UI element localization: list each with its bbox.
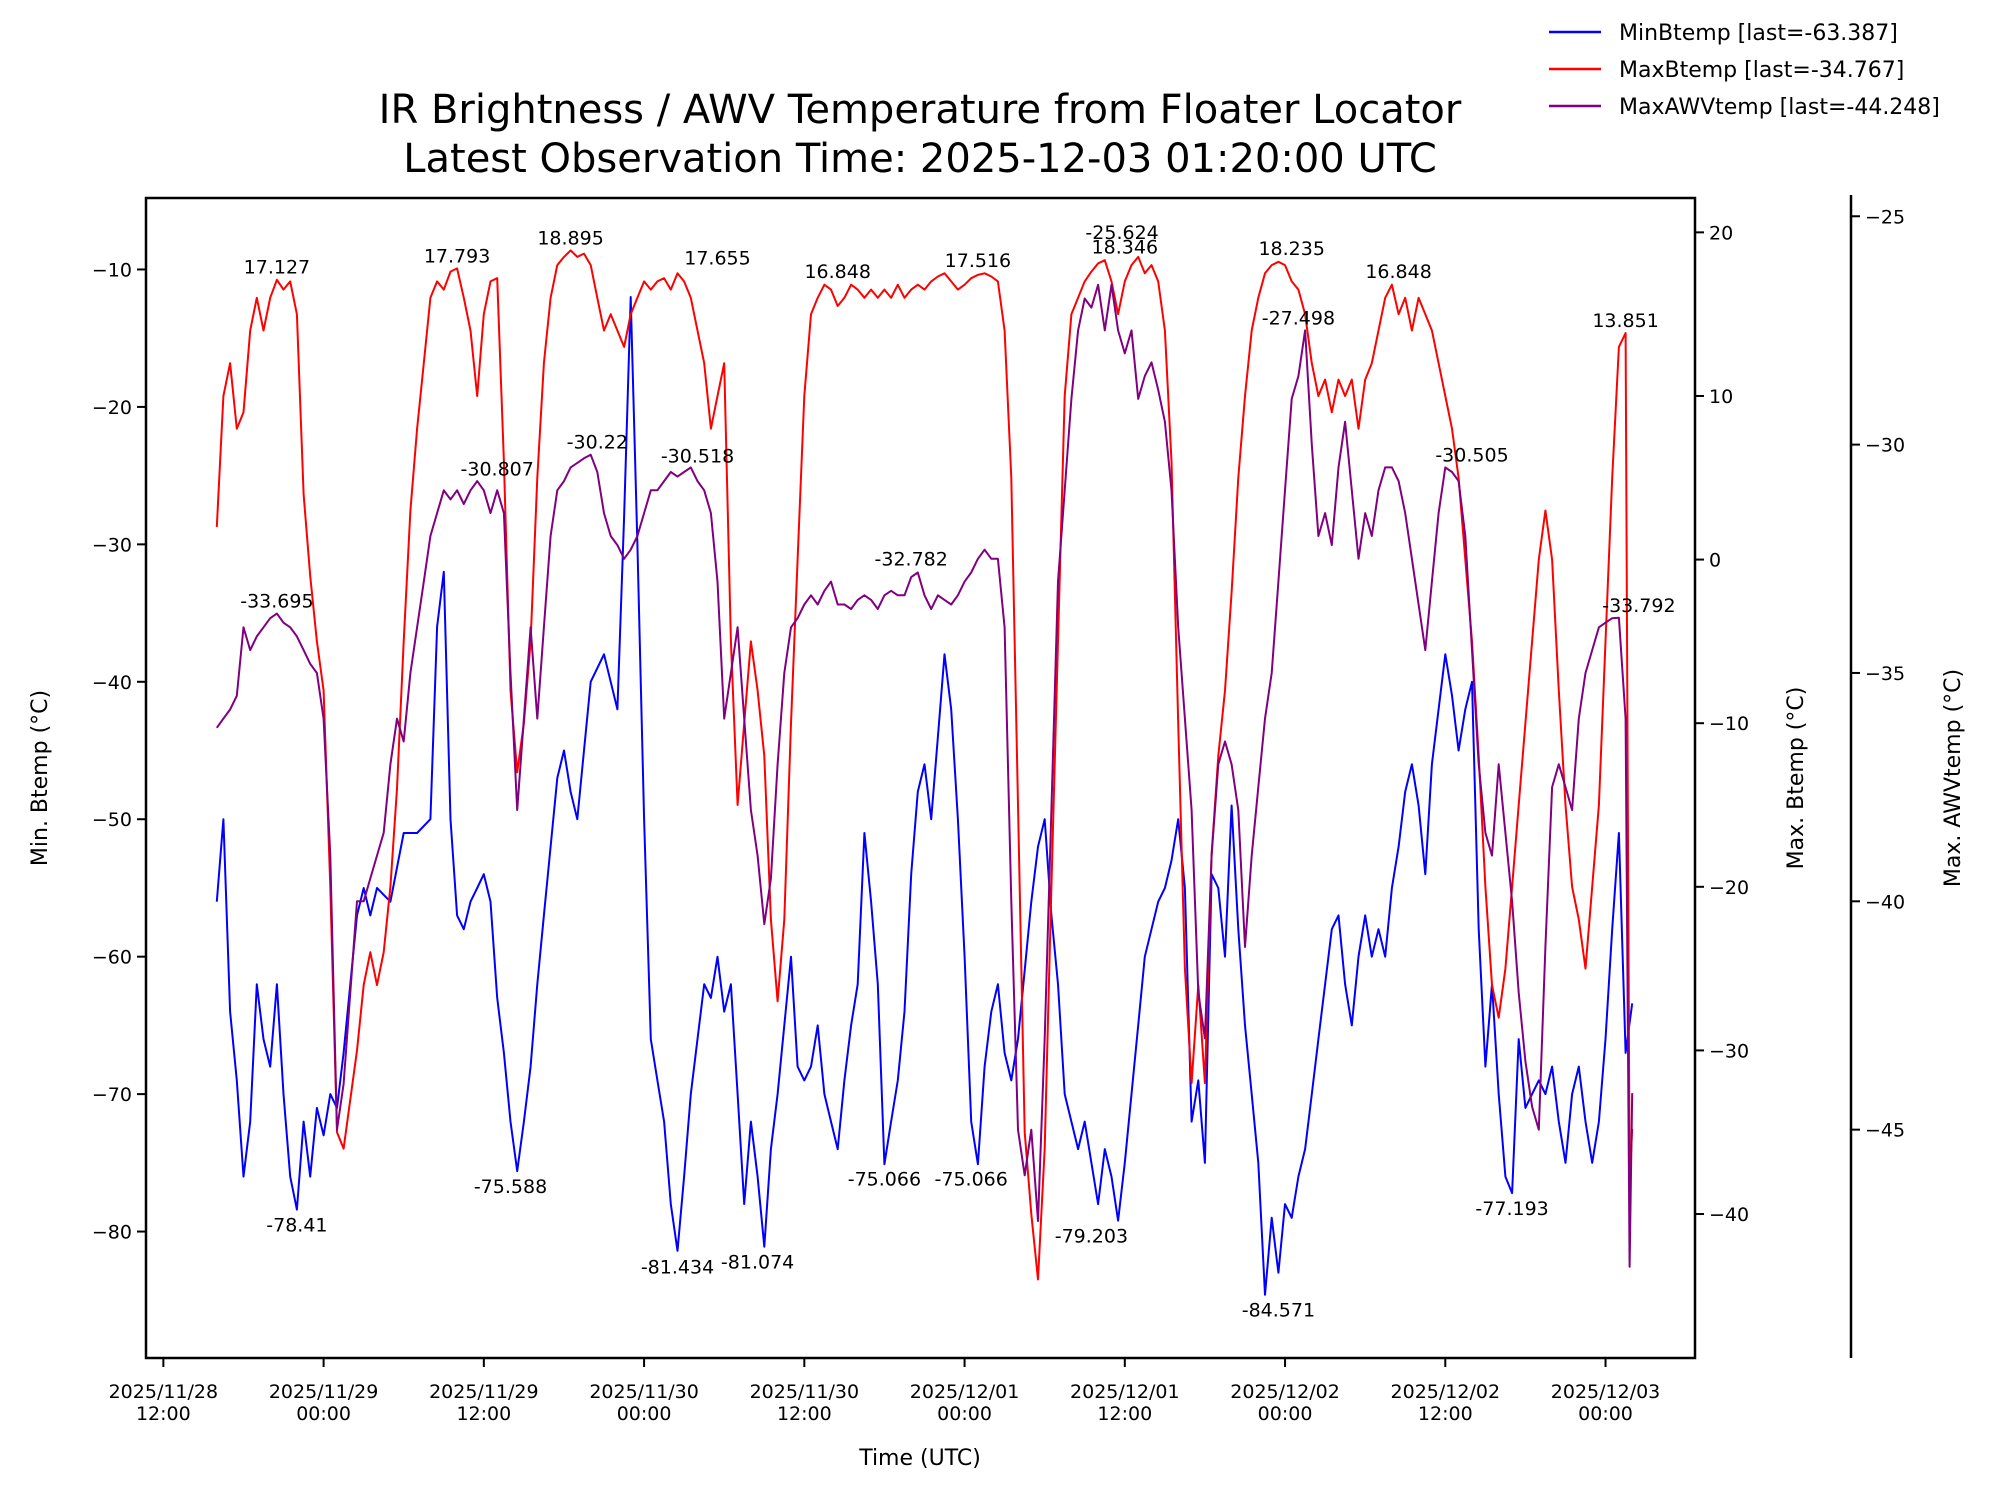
data-label: -79.203 (1055, 1226, 1128, 1248)
data-label: -30.807 (461, 459, 534, 481)
right-axis-tick-label: 20 (1709, 222, 1733, 244)
x-axis-tick-time: 12:00 (1418, 1403, 1473, 1425)
x-axis: 2025/11/2812:002025/11/2900:002025/11/29… (109, 1358, 1661, 1425)
x-axis-tick-time: 00:00 (937, 1403, 992, 1425)
data-label: 16.848 (1365, 261, 1431, 283)
x-axis-tick-date: 2025/12/02 (1391, 1381, 1501, 1403)
data-label: -84.571 (1242, 1299, 1315, 1321)
left-axis-tick-label: −40 (92, 672, 132, 694)
data-label: -75.588 (474, 1176, 547, 1198)
right-axis-tick-label: 10 (1709, 386, 1733, 408)
data-label: -27.498 (1262, 307, 1335, 329)
x-axis-tick-date: 2025/11/30 (589, 1381, 699, 1403)
left-axis-tick-label: −10 (92, 259, 132, 281)
annotation-layer: 17.127 17.793 18.895 17.655 16.848 17.516 18.3… (240, 222, 1675, 1322)
series-line-maxawvtemp (215, 283, 1634, 1268)
data-label: -33.792 (1602, 595, 1675, 617)
data-label: -81.074 (721, 1251, 794, 1273)
series-layer (215, 249, 1634, 1296)
legend-label-maxawvtemp: MaxAWVtemp [last=-44.248] (1619, 95, 1940, 120)
data-label: 17.127 (244, 256, 310, 278)
data-label: 17.793 (424, 246, 490, 268)
data-label: -33.695 (240, 590, 313, 612)
data-label: 17.516 (945, 250, 1011, 272)
x-axis-tick-date: 2025/11/28 (109, 1381, 219, 1403)
data-label: -30.518 (661, 445, 734, 467)
x-axis-tick-time: 00:00 (296, 1403, 351, 1425)
far-axis-tick-label: −40 (1865, 891, 1905, 913)
left-axis-tick-label: −30 (92, 534, 132, 556)
data-label: -75.066 (935, 1169, 1008, 1191)
x-axis-tick-time: 12:00 (1097, 1403, 1152, 1425)
x-axis-tick-date: 2025/11/29 (429, 1381, 539, 1403)
legend: MinBtemp [last=-63.387] MaxBtemp [last=-… (1549, 21, 1940, 120)
right-axis-tick-label: −30 (1709, 1040, 1749, 1062)
x-axis-label: Time (UTC) (858, 1446, 981, 1471)
plot-frame (144, 196, 1697, 1360)
right-axis-label: Max. Btemp (°C) (1784, 687, 1809, 870)
far-axis-tick-label: −30 (1865, 435, 1905, 457)
data-label: -77.193 (1475, 1198, 1548, 1220)
right-axis-tick-label: −40 (1709, 1204, 1749, 1226)
x-axis-tick-time: 00:00 (1258, 1403, 1313, 1425)
data-label: -30.505 (1435, 445, 1508, 467)
x-axis-tick-date: 2025/11/29 (269, 1381, 379, 1403)
x-axis-tick-time: 00:00 (1578, 1403, 1633, 1425)
x-axis-tick-time: 12:00 (136, 1403, 191, 1425)
right-axis-tick-label: 0 (1709, 550, 1721, 572)
x-axis-tick-date: 2025/12/01 (1070, 1381, 1180, 1403)
x-axis-tick-time: 00:00 (617, 1403, 672, 1425)
chart-title: IR Brightness / AWV Temperature from Flo… (379, 87, 1462, 133)
left-axis-label: Min. Btemp (°C) (28, 690, 53, 866)
x-axis-tick-date: 2025/12/02 (1230, 1381, 1340, 1403)
data-label: 13.851 (1592, 310, 1658, 332)
series-line-maxbtemp (215, 249, 1634, 1281)
left-axis-tick-label: −60 (92, 947, 132, 969)
data-label: 18.235 (1258, 238, 1324, 260)
right-axis-tick-label: −10 (1709, 713, 1749, 735)
data-label: -78.41 (266, 1215, 327, 1237)
data-label: -81.434 (641, 1256, 714, 1278)
data-label: 16.848 (804, 261, 870, 283)
x-axis-tick-date: 2025/12/03 (1551, 1381, 1661, 1403)
left-axis-tick-label: −20 (92, 397, 132, 419)
x-axis-tick-time: 12:00 (777, 1403, 832, 1425)
far-axis-tick-label: −45 (1865, 1120, 1905, 1142)
far-axis-tick-label: −35 (1865, 663, 1905, 685)
x-axis-tick-time: 12:00 (456, 1403, 511, 1425)
left-axis-tick-label: −80 (92, 1222, 132, 1244)
right-axis-tick-label: −20 (1709, 877, 1749, 899)
far-axis-label: Max. AWVtemp (°C) (1941, 669, 1966, 887)
series-line-minbtemp (215, 296, 1634, 1296)
data-label: -25.624 (1085, 222, 1158, 244)
data-label: -75.066 (848, 1169, 921, 1191)
data-label: -32.782 (875, 549, 948, 571)
left-axis-tick-label: −70 (92, 1084, 132, 1106)
left-axis: −10 −20 −30 −40 −50 −60 −70 −80 (92, 259, 146, 1244)
legend-label-maxbtemp: MaxBtemp [last=-34.767] (1619, 58, 1904, 83)
chart-subtitle: Latest Observation Time: 2025-12-03 01:2… (403, 136, 1437, 182)
data-label: 18.895 (537, 227, 603, 249)
x-axis-tick-date: 2025/12/01 (910, 1381, 1020, 1403)
data-label: 17.655 (684, 248, 750, 270)
far-axis-tick-label: −25 (1865, 206, 1905, 228)
right-axis: 20 10 0 −10 −20 −30 −40 (1695, 222, 1749, 1226)
legend-label-minbtemp: MinBtemp [last=-63.387] (1619, 21, 1898, 46)
x-axis-tick-date: 2025/11/30 (750, 1381, 860, 1403)
data-label: -30.22 (567, 432, 628, 454)
data-label: 18.346 (1092, 236, 1158, 258)
far-axis: −25 −30 −35 −40 −45 (1851, 206, 1905, 1142)
left-axis-tick-label: −50 (92, 809, 132, 831)
